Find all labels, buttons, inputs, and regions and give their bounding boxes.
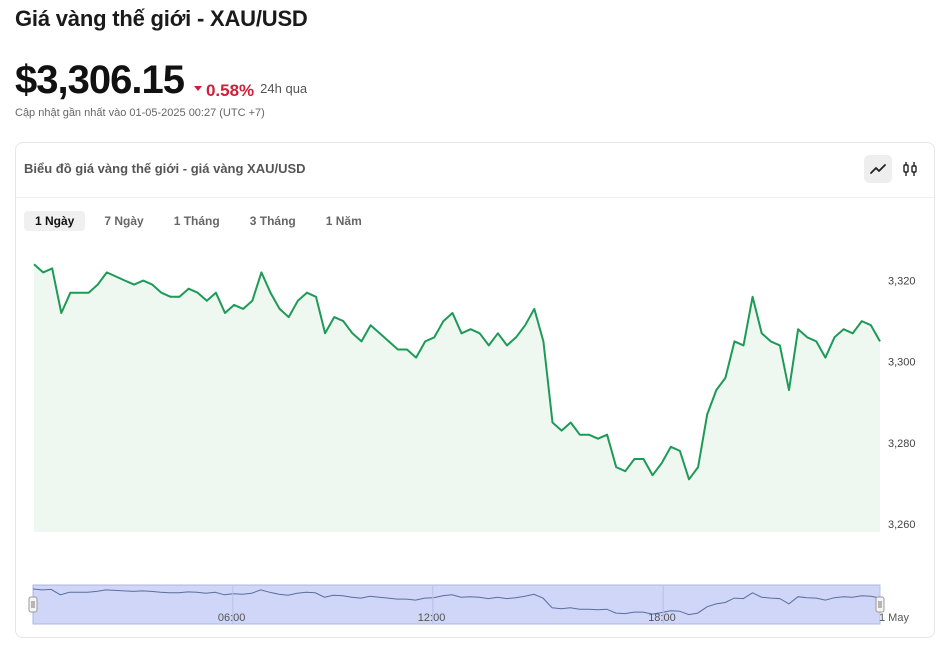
- change-percent: 0.58%: [205, 80, 255, 100]
- chart-type-toggle: [864, 155, 924, 183]
- price-change: 0.58%: [193, 80, 255, 101]
- price-row: $3,306.15 0.58% 24h qua: [15, 58, 307, 103]
- tab-7-days[interactable]: 7 Ngày: [104, 214, 144, 228]
- last-updated: Cập nhật gần nhất vào 01-05-2025 00:27 (…: [15, 107, 265, 119]
- page-title: Giá vàng thế giới - XAU/USD: [15, 6, 308, 31]
- down-arrow-icon: [193, 86, 202, 91]
- line-chart-button[interactable]: [864, 155, 892, 183]
- chart-card: Biểu đồ giá vàng thế giới - giá vàng XAU…: [15, 142, 935, 638]
- chart-title: Biểu đồ giá vàng thế giới - giá vàng XAU…: [24, 161, 306, 176]
- tab-1-year[interactable]: 1 Năm: [325, 214, 362, 228]
- current-price: $3,306.15: [15, 58, 185, 102]
- line-chart-icon: [870, 164, 886, 174]
- tab-1-month[interactable]: 1 Tháng: [173, 214, 220, 228]
- tab-3-months[interactable]: 3 Tháng: [249, 214, 296, 228]
- range-tabs: 1 Ngày 7 Ngày 1 Tháng 3 Tháng 1 Năm: [24, 211, 373, 231]
- card-divider: [16, 197, 934, 198]
- candlestick-icon: [903, 162, 917, 176]
- candlestick-button[interactable]: [896, 155, 924, 183]
- change-period: 24h qua: [260, 81, 308, 96]
- tab-1-day[interactable]: 1 Ngày: [24, 211, 86, 231]
